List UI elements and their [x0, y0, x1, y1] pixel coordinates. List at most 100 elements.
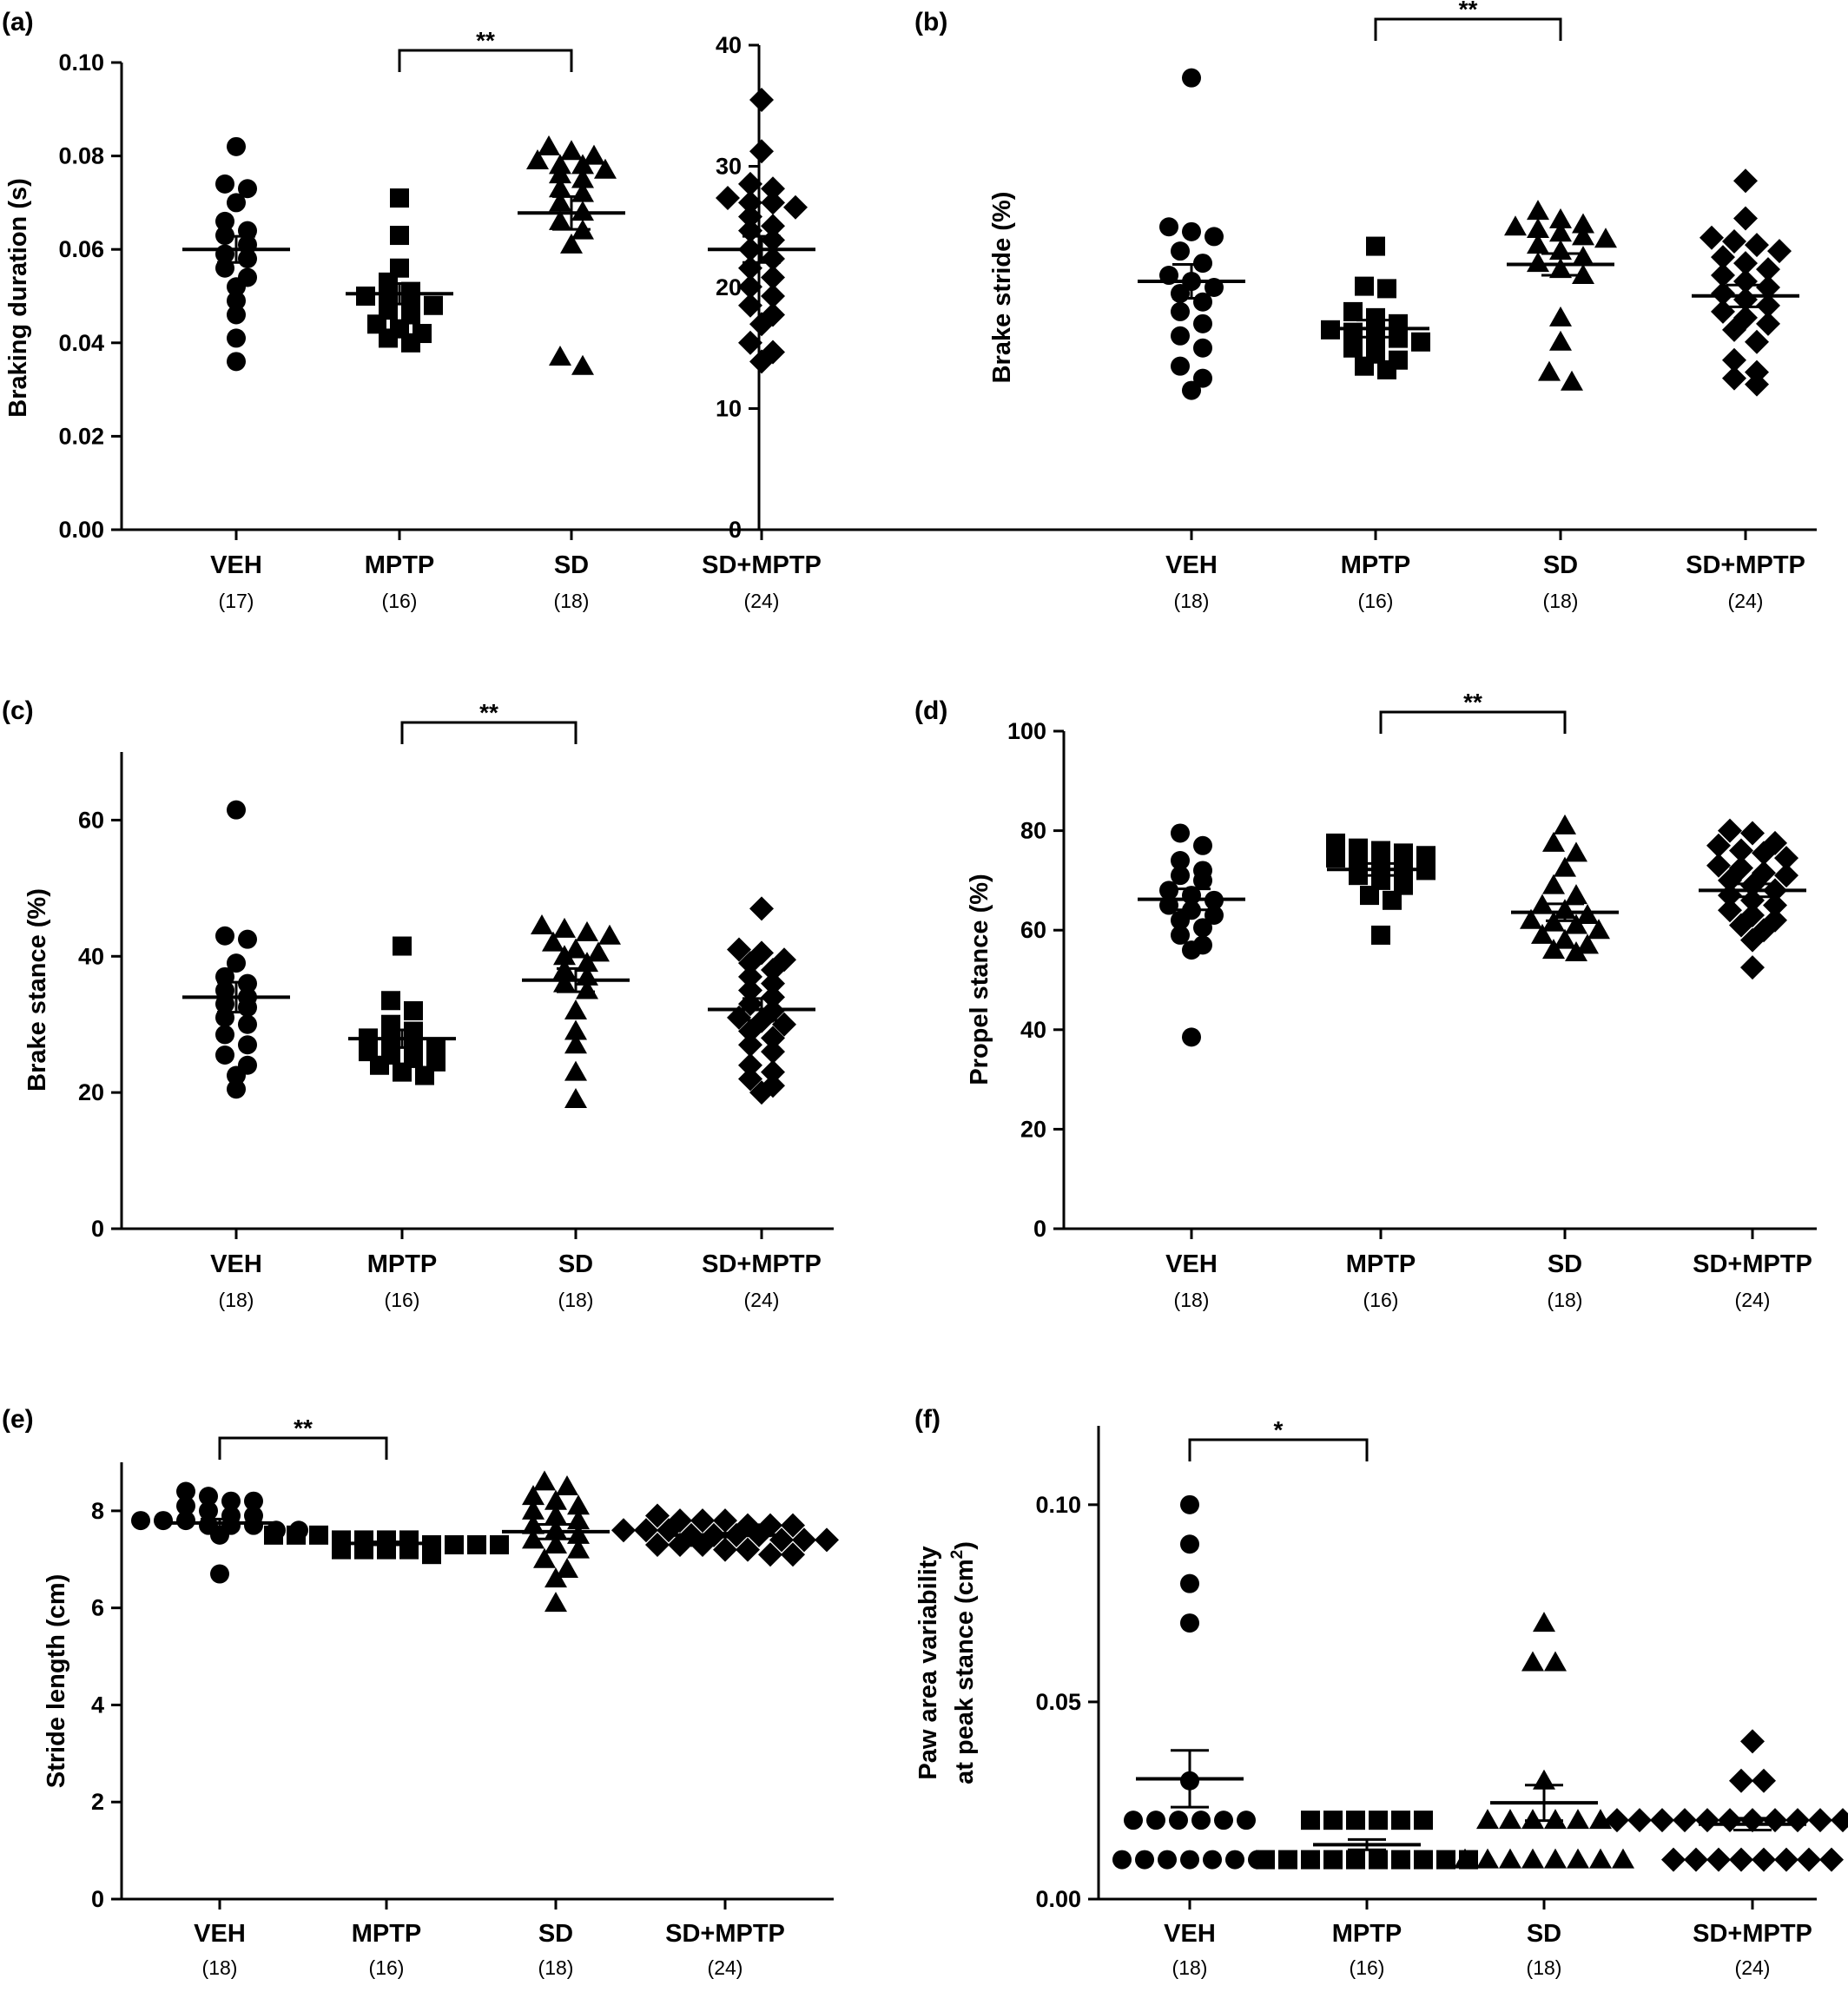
- data-point: [215, 1045, 234, 1065]
- group-n-label: (24): [744, 590, 780, 612]
- data-point: [1193, 313, 1212, 333]
- data-point: [1414, 1850, 1433, 1870]
- data-point: [1549, 221, 1572, 242]
- data-point: [1549, 306, 1572, 327]
- panel-f: (f) 0.00 0.05 0.10 Paw area variability at pe…: [914, 1405, 1848, 1979]
- x-tick-label: MPTP: [367, 1250, 438, 1278]
- data-point: [1752, 841, 1776, 866]
- data-point: [738, 204, 762, 229]
- data-point: [1627, 1808, 1652, 1833]
- y-tick-label: 30: [716, 154, 742, 180]
- data-point: [1831, 1808, 1848, 1833]
- y-tick-label: 40: [1020, 1017, 1046, 1043]
- series-veh: [1112, 1494, 1267, 1870]
- data-point: [531, 914, 553, 934]
- data-point: [1589, 1809, 1612, 1830]
- data-point: [1476, 1848, 1499, 1869]
- group-n-label: (24): [1735, 1956, 1771, 1979]
- data-point: [1752, 1768, 1776, 1793]
- data-point: [1733, 269, 1758, 294]
- data-point: [738, 951, 762, 976]
- data-point: [1594, 228, 1617, 248]
- data-point: [215, 1025, 234, 1045]
- group-n-label: (16): [1358, 590, 1394, 612]
- group-n-label: (16): [1363, 1289, 1399, 1311]
- data-point: [1718, 867, 1742, 893]
- data-point: [1565, 914, 1587, 934]
- data-point: [1763, 1808, 1787, 1833]
- data-point: [1112, 1850, 1132, 1870]
- x-tick-label: SD: [1548, 1250, 1582, 1278]
- data-point: [1808, 1808, 1832, 1833]
- data-point: [1695, 1808, 1719, 1833]
- data-point: [1554, 814, 1576, 834]
- y-tick-label: 0.02: [58, 423, 104, 449]
- data-point: [761, 176, 785, 201]
- data-point: [415, 1065, 434, 1085]
- series-sd-plus-mptp: [1699, 818, 1806, 980]
- data-point: [381, 991, 400, 1011]
- data-point: [1182, 221, 1201, 241]
- data-point: [1346, 1811, 1365, 1830]
- group-n-label: (16): [1350, 1956, 1385, 1979]
- data-point: [1527, 252, 1549, 273]
- data-point: [1193, 292, 1212, 312]
- group-n-label: (18): [554, 590, 590, 612]
- data-point: [356, 287, 375, 306]
- data-point: [576, 952, 598, 973]
- data-point: [749, 896, 774, 921]
- data-point: [215, 980, 234, 1000]
- data-point: [761, 985, 785, 1010]
- data-point: [761, 265, 785, 290]
- bracket-line: [1379, 710, 1567, 734]
- series-sd-plus-mptp: [611, 1503, 839, 1567]
- series-veh: [182, 800, 290, 1099]
- data-point: [738, 293, 762, 318]
- data-point: [758, 1542, 782, 1567]
- data-point: [370, 1055, 389, 1075]
- data-point: [1544, 1651, 1567, 1672]
- data-point: [1355, 356, 1374, 376]
- data-point: [1349, 850, 1368, 870]
- data-point: [227, 1065, 246, 1085]
- data-point: [1193, 918, 1212, 938]
- data-point: [761, 1059, 785, 1085]
- data-point: [1360, 886, 1379, 906]
- data-point: [1171, 925, 1190, 945]
- data-point: [1171, 866, 1190, 886]
- data-point: [738, 1019, 762, 1044]
- bracket-line: [400, 721, 578, 744]
- data-point: [215, 926, 234, 946]
- data-point: [1538, 360, 1561, 381]
- panel-a: (a) 0.00 0.02 0.04 0.06 0.08 0.10 Braking durat…: [2, 8, 834, 612]
- data-point: [227, 328, 246, 348]
- series-sd: [502, 1470, 610, 1613]
- data-point: [1661, 1847, 1686, 1872]
- y-tick-label: 100: [1007, 718, 1046, 744]
- data-point: [1572, 225, 1594, 246]
- data-point: [1740, 821, 1765, 846]
- y-axis-label: Braking duration (s): [4, 178, 32, 418]
- data-point: [238, 179, 257, 199]
- y-axis-label: Propel stance (%): [966, 874, 993, 1085]
- data-point: [738, 171, 762, 196]
- data-point: [781, 1513, 805, 1538]
- data-point: [1684, 1847, 1708, 1872]
- y-tick-label: 80: [1020, 818, 1046, 844]
- data-point: [1193, 870, 1212, 890]
- series-mptp: [1256, 1811, 1478, 1870]
- data-point: [1527, 234, 1549, 254]
- data-point: [1169, 1811, 1188, 1830]
- y-tick-label: 8: [91, 1498, 104, 1524]
- data-point: [1718, 1808, 1742, 1833]
- series-veh: [1138, 68, 1245, 400]
- data-point: [1346, 1850, 1365, 1870]
- series-veh: [131, 1481, 308, 1584]
- series-sd-plus-mptp: [1605, 1729, 1848, 1872]
- data-point: [490, 1535, 509, 1555]
- data-point: [1819, 1847, 1844, 1872]
- data-point: [1369, 1811, 1388, 1830]
- data-point: [1756, 293, 1780, 318]
- data-point: [238, 929, 257, 949]
- data-point: [1722, 347, 1746, 373]
